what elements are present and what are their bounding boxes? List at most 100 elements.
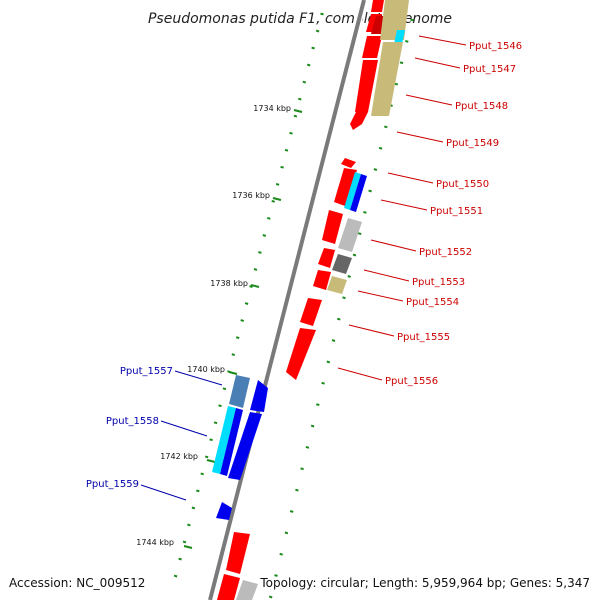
minor-tick — [326, 360, 331, 364]
minor-tick — [384, 125, 388, 129]
cds-block[interactable] — [334, 168, 357, 206]
minor-tick — [240, 319, 244, 322]
backbone — [206, 0, 368, 600]
minor-tick — [368, 189, 372, 193]
kbp-label: 1740 kbp — [187, 365, 225, 374]
minor-tick — [275, 182, 280, 186]
cds-block[interactable] — [286, 328, 316, 380]
minor-tick — [320, 12, 324, 16]
minor-tick — [178, 557, 182, 561]
minor-tick — [218, 404, 222, 408]
minor-tick — [284, 148, 289, 152]
kbp-label: 1742 kbp — [160, 452, 198, 461]
cds-block[interactable] — [350, 112, 368, 130]
minor-tick — [306, 63, 311, 67]
gene-label[interactable]: Pput_1547 — [463, 64, 516, 75]
minor-tick — [279, 552, 283, 556]
cds-block[interactable] — [322, 210, 343, 244]
minor-tick — [289, 510, 294, 513]
kbp-label: 1736 kbp — [232, 191, 270, 200]
minor-tick — [410, 18, 414, 22]
minor-tick — [305, 445, 310, 449]
cds-block-blue[interactable] — [350, 174, 367, 212]
gene-label[interactable]: Pput_1553 — [412, 277, 465, 288]
cds-block-cyan[interactable] — [344, 172, 361, 210]
minor-tick — [213, 421, 218, 425]
cds-track-reverse — [212, 375, 268, 520]
cds-block-cyan[interactable] — [212, 406, 236, 474]
minor-tick — [300, 467, 304, 471]
cds-track-colored — [236, 0, 409, 600]
cds-block-cyan[interactable] — [394, 30, 405, 44]
minor-tick — [182, 540, 187, 544]
cds-block-blue[interactable] — [228, 412, 262, 480]
accession-text: Accession: NC_009512 — [9, 576, 145, 590]
minor-tick — [298, 97, 302, 101]
kbp-label: 1738 kbp — [210, 279, 248, 288]
cds-block-dark[interactable] — [332, 254, 352, 274]
cds-block[interactable] — [300, 298, 322, 326]
cds-block[interactable] — [371, 0, 384, 12]
minor-tick — [222, 387, 227, 391]
cds-block[interactable] — [362, 36, 382, 58]
gene-label[interactable]: Pput_1554 — [406, 297, 459, 308]
minor-tick — [196, 489, 200, 493]
minor-tick — [268, 595, 273, 599]
cds-block[interactable] — [313, 270, 331, 290]
gene-label[interactable]: Pput_1550 — [436, 179, 489, 190]
minor-tick — [249, 285, 253, 288]
gene-label[interactable]: Pput_1556 — [385, 376, 438, 387]
gene-label[interactable]: Pput_1546 — [469, 41, 522, 52]
minor-tick — [253, 268, 258, 271]
cds-block[interactable] — [355, 60, 378, 112]
cds-block-blue[interactable] — [250, 380, 268, 412]
minor-tick — [373, 168, 378, 171]
minor-tick — [378, 146, 383, 150]
cds-block[interactable] — [217, 574, 240, 600]
inner-track — [268, 18, 414, 599]
cds-block-blue[interactable] — [216, 502, 232, 520]
kbp-label: 1734 kbp — [253, 104, 291, 113]
gene-label[interactable]: Pput_1555 — [397, 332, 450, 343]
gene-label[interactable]: Pput_1559 — [86, 479, 139, 490]
major-ticks — [183, 109, 303, 549]
minor-tick — [187, 523, 191, 527]
cds-block-blue[interactable] — [220, 408, 243, 476]
cds-block-grey[interactable] — [338, 218, 362, 252]
cds-block-tan[interactable] — [371, 42, 403, 116]
cds-block-tan[interactable] — [380, 0, 409, 40]
minor-tick — [331, 339, 336, 342]
cds-block[interactable] — [318, 248, 335, 268]
minor-tick — [342, 296, 346, 300]
gene-label[interactable]: Pput_1552 — [419, 247, 472, 258]
minor-tick — [363, 210, 367, 214]
cds-block[interactable] — [341, 158, 356, 168]
gene-label[interactable]: Pput_1549 — [446, 138, 499, 149]
minor-tick — [280, 165, 284, 169]
minor-tick — [302, 80, 307, 84]
cds-block-grey[interactable] — [236, 580, 258, 600]
kbp-label: 1744 kbp — [136, 538, 174, 547]
minor-tick — [316, 403, 320, 407]
minor-tick — [244, 302, 249, 305]
gene-label[interactable]: Pput_1551 — [430, 206, 483, 217]
minor-tick — [271, 199, 275, 203]
minor-tick — [293, 114, 298, 118]
cds-block-tan[interactable] — [327, 276, 347, 294]
minor-tick — [209, 438, 213, 442]
minor-tick — [289, 131, 293, 135]
minor-tick — [274, 574, 278, 577]
cds-block-steel[interactable] — [229, 375, 250, 408]
scale-track — [173, 12, 324, 578]
minor-tick — [200, 472, 204, 476]
minor-tick — [357, 232, 362, 236]
minor-tick — [204, 455, 209, 459]
gene-label[interactable]: Pput_1548 — [455, 101, 508, 112]
minor-tick — [235, 336, 240, 340]
minor-tick — [405, 39, 409, 43]
cds-block[interactable] — [226, 532, 250, 574]
gene-label[interactable]: Pput_1558 — [106, 416, 159, 427]
gene-label[interactable]: Pput_1557 — [120, 366, 173, 377]
minor-tick — [337, 317, 341, 321]
